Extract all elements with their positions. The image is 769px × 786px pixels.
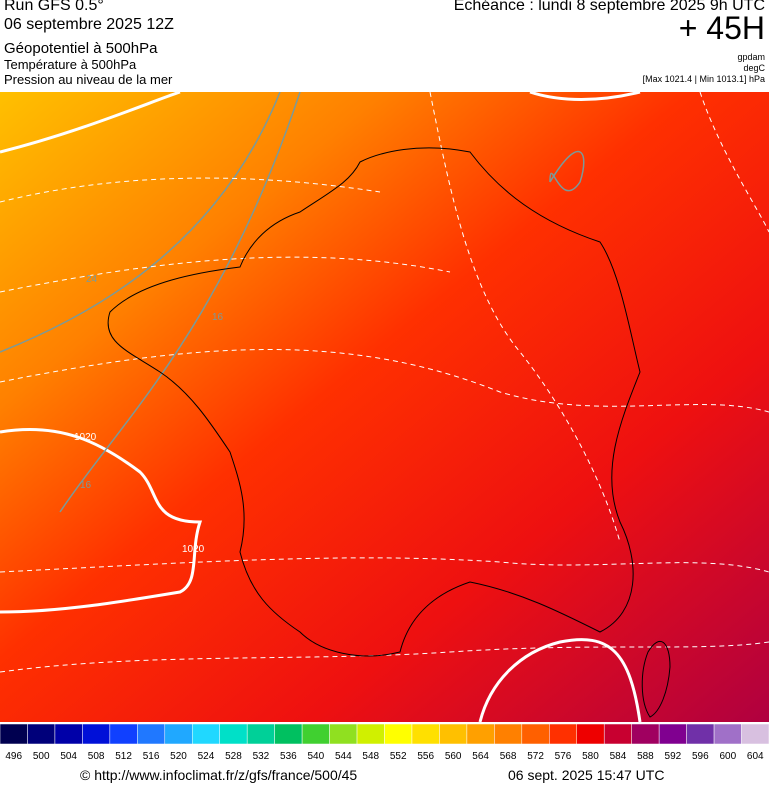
colorbar-cell	[274, 723, 303, 745]
colorbar-label: 512	[115, 751, 132, 762]
layer: Température à 500hPa	[4, 57, 137, 72]
temperature-field	[0, 92, 769, 722]
isobar	[0, 92, 642, 722]
colorbar-label: 528	[225, 751, 242, 762]
colorbar-label: 592	[665, 751, 682, 762]
colorbar-cell	[713, 723, 742, 745]
colorbar-label: 560	[445, 751, 462, 762]
colorbar-cell	[521, 723, 550, 745]
colorbar-label: 532	[253, 751, 270, 762]
colorbar-label: 516	[143, 751, 160, 762]
colorbar-label: 500	[33, 751, 50, 762]
colorbar-cell	[192, 723, 220, 745]
contour-label: 16	[80, 480, 92, 491]
colorbar-label: 588	[637, 751, 654, 762]
colorbar-cell	[356, 723, 385, 745]
colorbar-cell	[549, 723, 577, 745]
colorbar-cell	[109, 723, 138, 745]
colorbar-cell	[686, 723, 715, 745]
colorbar-label: 596	[692, 751, 709, 762]
colorbar-label: 548	[362, 751, 379, 762]
colorbar-label: 524	[198, 751, 215, 762]
contour-label: 1020	[182, 544, 205, 555]
corsica	[641, 640, 671, 718]
colorbar-cell	[329, 723, 358, 745]
unit: degC	[743, 63, 765, 73]
map: 24 16 1020 16 1020	[0, 92, 769, 722]
colorbar-label: 504	[60, 751, 77, 762]
colorbar-label: 556	[417, 751, 434, 762]
colorbar-cell	[219, 723, 248, 745]
colorbar: 496 500 504 508 512 516 520 524 528 532 536 540 544 5…	[0, 723, 769, 762]
contour-label: 16	[212, 312, 224, 323]
colorbar-cell	[741, 723, 769, 745]
colorbar-cell	[27, 723, 56, 745]
colorbar-label: 540	[307, 751, 324, 762]
footer-url: © http://www.infoclimat.fr/z/gfs/france/…	[80, 767, 358, 783]
footer-timestamp: 06 sept. 2025 15:47 UTC	[508, 767, 665, 783]
colorbar-label: 544	[335, 751, 352, 762]
contour-label: 24	[86, 274, 98, 285]
colorbar-label: 496	[5, 751, 22, 762]
colorbar-label: 584	[610, 751, 627, 762]
colorbar-label: 604	[747, 751, 764, 762]
colorbar-label: 552	[390, 751, 407, 762]
colorbar-label: 576	[555, 751, 572, 762]
unit: [Max 1021.4 | Min 1013.1] hPa	[642, 74, 765, 84]
colorbar-cell	[301, 723, 330, 745]
colorbar-label: 572	[527, 751, 544, 762]
run-date: 06 septembre 2025 12Z	[4, 16, 174, 33]
coastline	[107, 147, 641, 657]
colorbar-cell	[384, 723, 413, 745]
colorbar-cell	[246, 723, 275, 745]
colorbar-cell	[82, 723, 111, 745]
colorbar-cell	[603, 723, 632, 745]
colorbar-cell	[494, 723, 523, 745]
colorbar-cell	[439, 723, 468, 745]
colorbar-cell	[466, 723, 495, 745]
colorbar-label: 536	[280, 751, 297, 762]
unit: gpdam	[737, 52, 765, 62]
layer: Pression au niveau de la mer	[4, 72, 173, 87]
run-title: Run GFS 0.5°	[4, 0, 104, 14]
colorbar-cell	[631, 723, 660, 745]
colorbar-cell	[164, 723, 193, 745]
colorbar-cell	[576, 723, 605, 745]
colorbar-label: 520	[170, 751, 187, 762]
lead-time: + 45H	[678, 10, 765, 46]
contour-label: 1020	[74, 432, 97, 443]
colorbar-label: 508	[88, 751, 105, 762]
colorbar-cell	[54, 723, 83, 745]
colorbar-label: 600	[719, 751, 736, 762]
temperature-contours	[0, 92, 769, 673]
colorbar-cell	[137, 723, 166, 745]
colorbar-label: 580	[582, 751, 599, 762]
forecast: Echéance : lundi 8 septembre 2025 9h UTC	[453, 0, 765, 14]
colorbar-label: 568	[500, 751, 517, 762]
colorbar-cell	[411, 723, 440, 745]
colorbar-cell	[0, 723, 28, 745]
colorbar-cell	[658, 723, 687, 745]
layer: Géopotentiel à 500hPa	[4, 40, 158, 57]
geopotential-contour	[0, 92, 585, 513]
colorbar-label: 564	[472, 751, 489, 762]
